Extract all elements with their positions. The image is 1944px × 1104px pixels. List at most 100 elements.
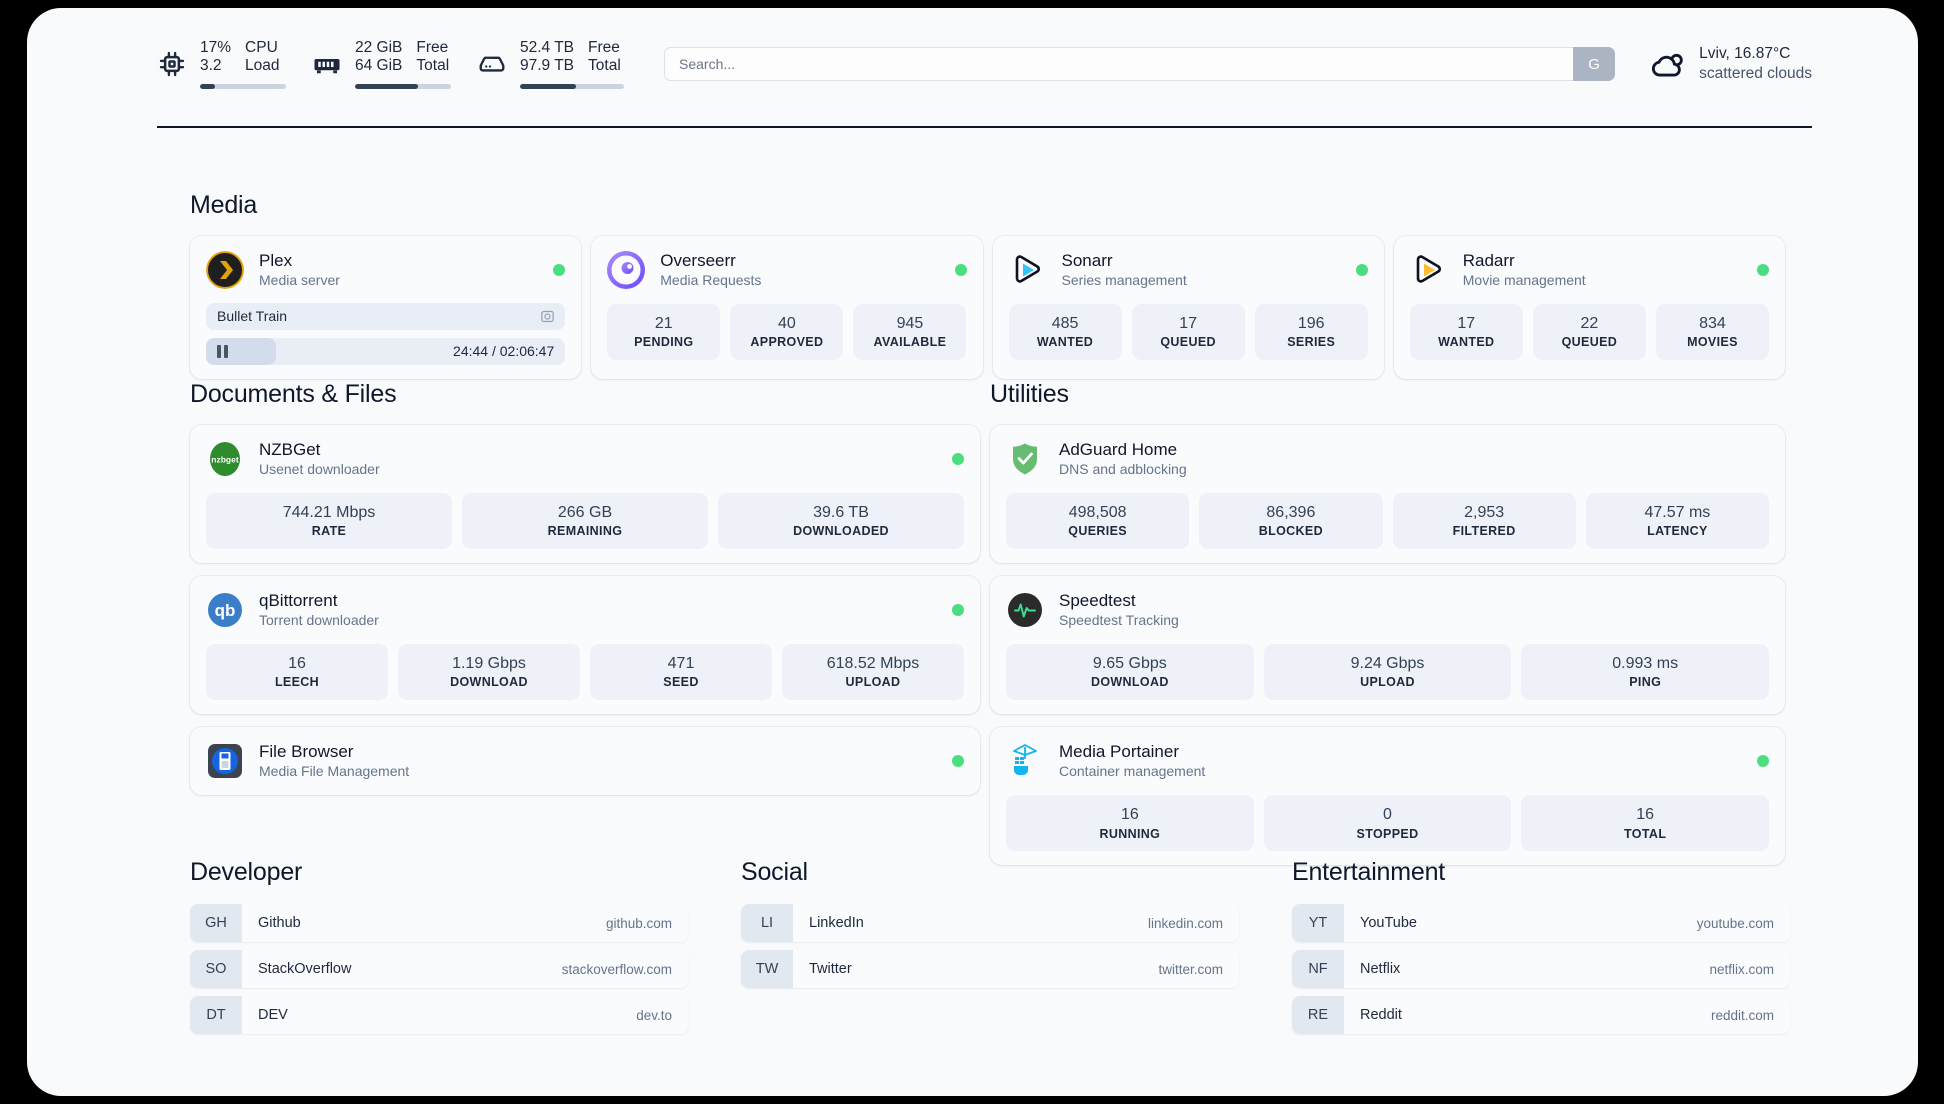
system-stat-disk: 52.4 TB 97.9 TB Free Total — [477, 39, 624, 90]
status-badge — [1757, 755, 1769, 768]
bookmark-abbr: GH — [190, 904, 242, 942]
stat-tile: 498,508 QUERIES — [1006, 492, 1190, 550]
bookmark-item-linkedin[interactable]: LI LinkedIn linkedin.com — [741, 904, 1239, 942]
service-card-file-browser[interactable]: File Browser Media File Management — [190, 727, 980, 795]
bookmark-abbr: LI — [741, 904, 793, 942]
svg-text:nzbget: nzbget — [211, 454, 239, 464]
disk-free-value: 52.4 TB — [520, 38, 575, 56]
stat-label: RATE — [311, 524, 347, 539]
stat-value: 17 — [1457, 314, 1476, 332]
service-card-adguard-home[interactable]: AdGuard Home DNS and adblocking 498,508 … — [990, 425, 1785, 564]
service-card-media-portainer[interactable]: Media Portainer Container management 16 … — [990, 727, 1785, 866]
stat-tile: 834 MOVIES — [1655, 303, 1769, 361]
cpu-load-label: Load — [245, 57, 280, 74]
bookmark-item-dev[interactable]: DT DEV dev.to — [190, 996, 688, 1034]
stat-label: DOWNLOADED — [793, 524, 889, 539]
status-badge — [952, 452, 964, 465]
stat-label: FILTERED — [1452, 524, 1516, 539]
plex-logo — [206, 250, 244, 289]
service-subtitle: Media File Management — [259, 763, 410, 779]
bookmark-url: stackoverflow.com — [561, 961, 672, 977]
bookmark-item-netflix[interactable]: NF Netflix netflix.com — [1292, 950, 1790, 988]
ram-icon — [312, 49, 342, 79]
stat-label: LEECH — [274, 675, 320, 690]
service-subtitle: DNS and adblocking — [1059, 460, 1187, 477]
stat-label: QUEUED — [1561, 335, 1618, 350]
adguard-logo — [1006, 440, 1044, 478]
bookmark-item-youtube[interactable]: YT YouTube youtube.com — [1292, 904, 1790, 942]
header-divider — [157, 126, 1812, 128]
search-bar[interactable]: Search... G — [664, 47, 1616, 81]
stat-label: DOWNLOAD — [450, 675, 528, 690]
pause-icon[interactable] — [217, 344, 228, 358]
bookmark-group-title: Social — [741, 858, 808, 886]
stat-tile: 86,396 BLOCKED — [1199, 492, 1383, 550]
disk-free-label: Free — [588, 38, 620, 56]
stat-tile: 2,953 FILTERED — [1392, 492, 1576, 550]
bookmark-url: linkedin.com — [1147, 915, 1223, 931]
service-card-qbittorrent[interactable]: qb qBittorrent Torrent downloader 16 LEE… — [190, 576, 980, 715]
stat-value: 16 — [288, 654, 306, 672]
bookmark-url: netflix.com — [1709, 961, 1774, 977]
documents-section-title: Documents & Files — [190, 380, 397, 408]
bookmark-name: Twitter — [809, 961, 852, 977]
stat-label: LATENCY — [1647, 524, 1708, 539]
bookmark-group-social: Social LI LinkedIn linkedin.com TW Twitt… — [741, 858, 1239, 1034]
stat-value: 471 — [667, 654, 695, 672]
system-stat-memory: 22 GiB 64 GiB Free Total — [312, 39, 451, 90]
service-card-speedtest[interactable]: Speedtest Speedtest Tracking 9.65 Gbps D… — [990, 576, 1785, 715]
radarr-logo — [1410, 251, 1448, 289]
bookmark-item-reddit[interactable]: RE Reddit reddit.com — [1292, 996, 1790, 1034]
service-name: Speedtest — [1059, 591, 1136, 611]
bookmark-group-title: Developer — [190, 858, 303, 886]
filebrowser-logo — [206, 742, 244, 780]
status-badge — [1355, 263, 1368, 276]
stat-label: RUNNING — [1099, 826, 1161, 841]
qbittorrent-logo: qb — [206, 591, 244, 629]
stat-value: 17 — [1179, 314, 1198, 332]
plex-progress-bar[interactable]: 24:44 / 02:06:47 — [206, 337, 566, 365]
stat-label: PING — [1629, 675, 1662, 690]
stat-tile: 9.24 Gbps UPLOAD — [1263, 643, 1512, 701]
bookmark-name: Netflix — [1360, 961, 1401, 977]
cpu-load-value: 3.2 — [200, 57, 222, 74]
stat-label: STOPPED — [1356, 826, 1419, 841]
service-card-overseerr[interactable]: Overseerr Media Requests 21 PENDING 40 A… — [591, 236, 983, 379]
service-card-plex[interactable]: Plex Media server Bullet Train — [190, 236, 582, 379]
stat-tile: 39.6 TB DOWNLOADED — [718, 492, 964, 550]
service-name: Radarr — [1462, 251, 1515, 270]
stat-label: QUERIES — [1068, 524, 1127, 539]
cast-icon[interactable] — [540, 309, 555, 324]
bookmark-item-github[interactable]: GH Github github.com — [190, 904, 688, 942]
cpu-label: CPU — [245, 38, 278, 56]
service-card-sonarr[interactable]: Sonarr Series management 485 WANTED 17 Q… — [992, 236, 1384, 379]
bookmark-group-entertainment: Entertainment YT YouTube youtube.com NF … — [1292, 858, 1790, 1034]
stat-tile: 40 APPROVED — [730, 303, 844, 361]
service-card-nzbget[interactable]: nzbget NZBGet Usenet downloader 744.21 M… — [190, 425, 980, 564]
stat-label: DOWNLOAD — [1090, 675, 1169, 690]
bookmark-abbr: DT — [190, 996, 242, 1034]
search-input[interactable]: Search... — [664, 47, 1574, 81]
sonarr-logo — [1009, 251, 1047, 289]
memory-usage-bar — [355, 84, 451, 90]
stat-value: 498,508 — [1068, 503, 1127, 521]
stat-value: 2,953 — [1464, 503, 1505, 521]
stat-tile: 16 RUNNING — [1006, 794, 1254, 852]
service-subtitle: Media server — [259, 271, 340, 288]
service-card-radarr[interactable]: Radarr Movie management 17 WANTED 22 QUE… — [1393, 236, 1785, 379]
stat-tile: 9.65 Gbps DOWNLOAD — [1006, 643, 1254, 701]
bookmark-abbr: TW — [741, 950, 793, 988]
bookmark-abbr: NF — [1292, 950, 1344, 988]
stat-tile: 17 QUEUED — [1131, 303, 1245, 361]
bookmark-item-stackoverflow[interactable]: SO StackOverflow stackoverflow.com — [190, 950, 688, 988]
cpu-usage-value: 17% — [200, 38, 232, 56]
stat-value: 16 — [1120, 805, 1139, 823]
search-engine-button[interactable]: G — [1573, 47, 1616, 81]
bookmark-url: youtube.com — [1696, 915, 1774, 931]
plex-now-playing-title: Bullet Train — [217, 308, 288, 325]
service-name: Sonarr — [1061, 251, 1113, 270]
memory-total-value: 64 GiB — [355, 57, 403, 74]
stat-tile: 47.57 ms LATENCY — [1585, 492, 1769, 550]
bookmark-item-twitter[interactable]: TW Twitter twitter.com — [741, 950, 1239, 988]
memory-free-value: 22 GiB — [355, 38, 403, 56]
